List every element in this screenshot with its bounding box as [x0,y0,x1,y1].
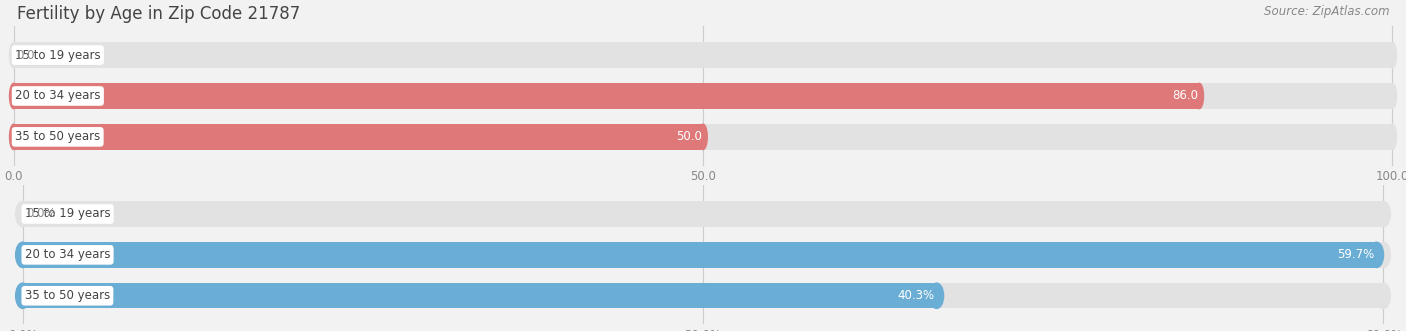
Circle shape [15,283,30,308]
Circle shape [15,201,30,227]
Text: 35 to 50 years: 35 to 50 years [25,289,110,302]
Circle shape [1195,83,1204,109]
Bar [14,124,703,150]
Bar [22,242,1376,267]
Circle shape [699,124,707,150]
Text: 59.7%: 59.7% [1337,248,1375,261]
Text: Source: ZipAtlas.com: Source: ZipAtlas.com [1264,5,1389,18]
Circle shape [10,83,18,109]
Circle shape [15,242,30,267]
Circle shape [1369,242,1384,267]
Circle shape [10,124,18,150]
Circle shape [1376,201,1391,227]
Text: 15 to 19 years: 15 to 19 years [25,208,111,220]
Circle shape [10,42,18,68]
Circle shape [15,242,30,267]
Bar [14,124,1392,150]
Circle shape [929,283,943,308]
Text: 50.0: 50.0 [676,130,702,143]
Circle shape [1388,42,1396,68]
Text: 15 to 19 years: 15 to 19 years [15,49,101,62]
Bar [22,201,1384,227]
Circle shape [1388,124,1396,150]
Bar [22,283,1384,308]
Text: 0.0: 0.0 [15,49,34,62]
Bar [22,283,936,308]
Bar [14,83,1199,109]
Bar [14,83,1392,109]
Text: 35 to 50 years: 35 to 50 years [15,130,100,143]
Text: 20 to 34 years: 20 to 34 years [25,248,110,261]
Circle shape [1376,283,1391,308]
Circle shape [15,283,30,308]
Text: 0.0%: 0.0% [27,208,56,220]
Text: 20 to 34 years: 20 to 34 years [15,89,101,103]
Bar [14,42,1392,68]
Circle shape [10,83,18,109]
Circle shape [1376,242,1391,267]
Circle shape [10,124,18,150]
Text: Fertility by Age in Zip Code 21787: Fertility by Age in Zip Code 21787 [17,5,299,23]
Text: 86.0: 86.0 [1173,89,1198,103]
Circle shape [1388,83,1396,109]
Bar [22,242,1384,267]
Text: 40.3%: 40.3% [897,289,935,302]
